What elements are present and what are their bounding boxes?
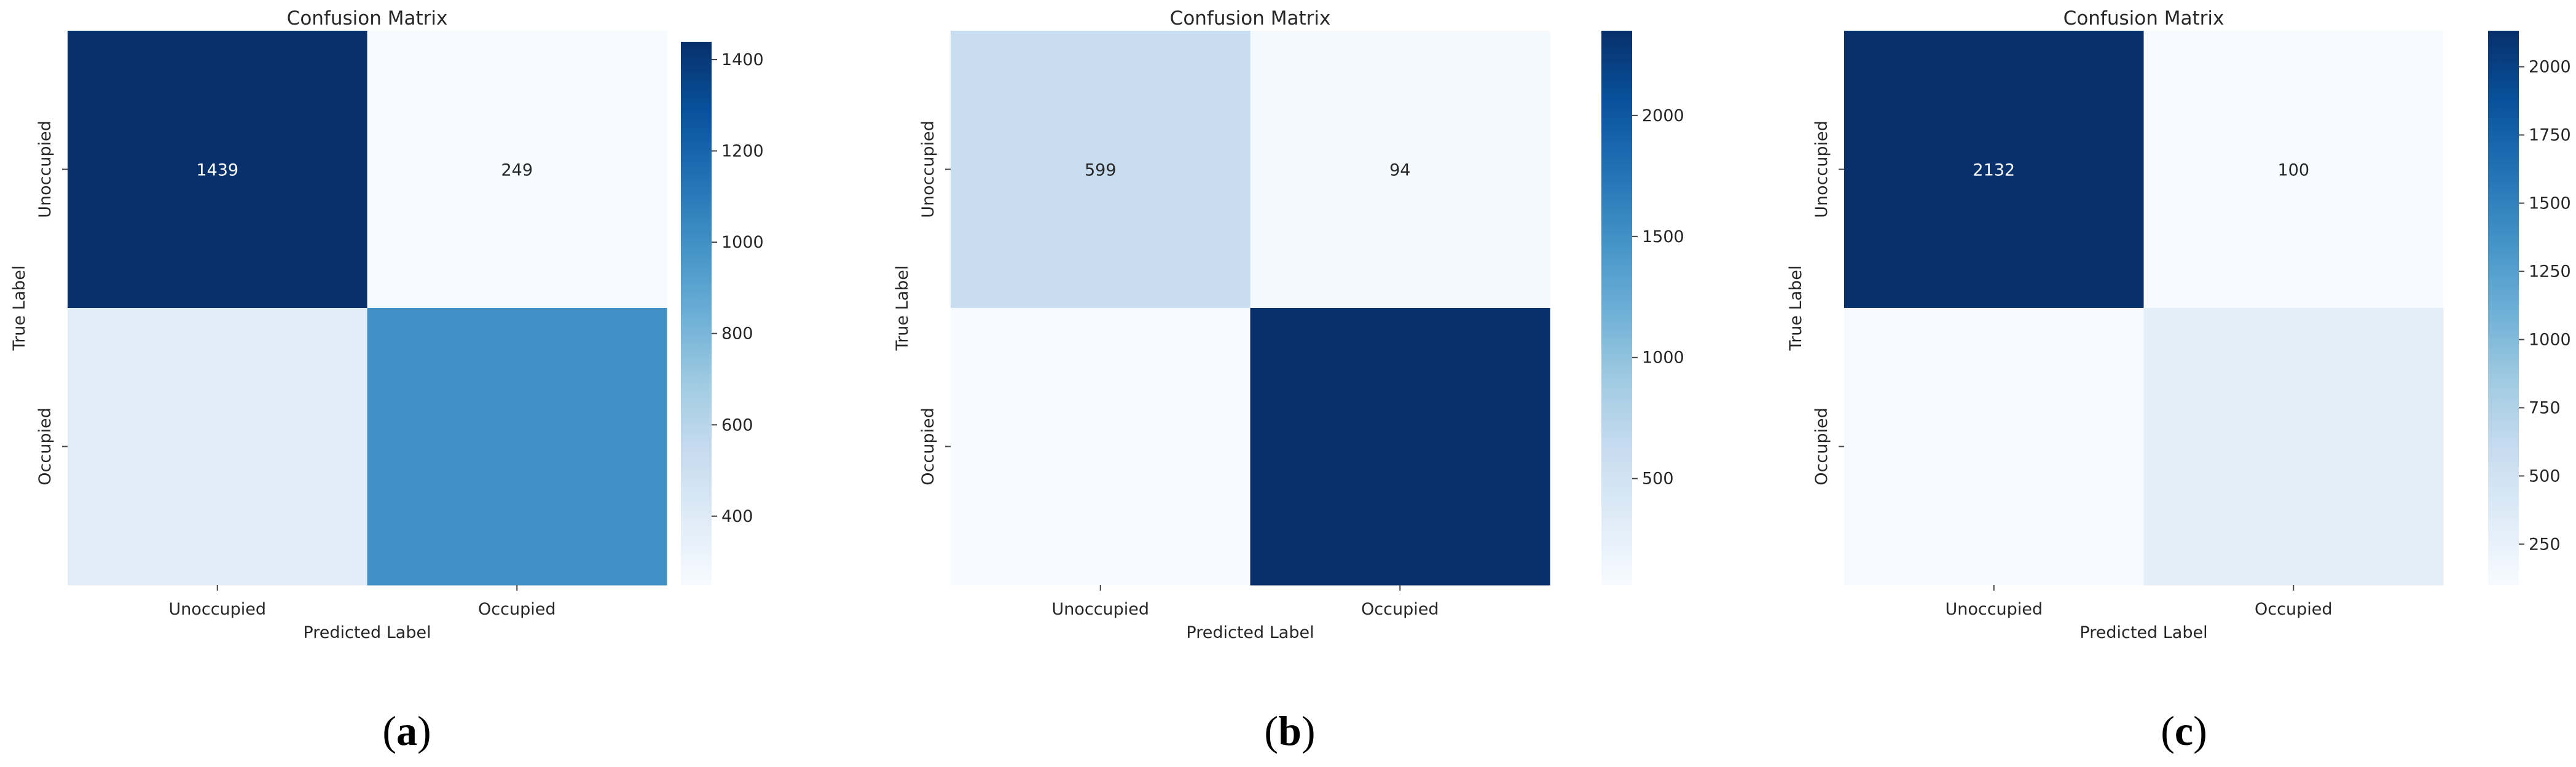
y-axis-label: True Label	[1786, 266, 1805, 352]
y-tick-label-0: Unoccupied	[1812, 120, 1831, 218]
y-tick-label-1: Occupied	[1812, 407, 1831, 485]
cell-value-label-0-0: 599	[1085, 161, 1117, 180]
colorbar-tick-label-3: 2000	[1642, 106, 1684, 125]
chart-title: Confusion Matrix	[287, 7, 448, 30]
colorbar	[681, 42, 712, 585]
x-axis-label: Predicted Label	[2079, 623, 2207, 642]
colorbar-tick-label-4: 1250	[2529, 262, 2571, 281]
y-axis-label: True Label	[10, 266, 29, 352]
colorbar-tick-label-0: 500	[1642, 470, 1674, 489]
caption-b: (b)	[1264, 707, 1316, 754]
heatmap-cell-1-1	[2143, 308, 2444, 586]
cell-value-label-0-1: 100	[2277, 161, 2309, 180]
colorbar-tick-label-3: 1000	[2529, 330, 2571, 349]
chart-title: Confusion Matrix	[1170, 7, 1331, 30]
cell-value-label-0-1: 94	[1389, 161, 1410, 180]
cell-value-label-0-0: 1439	[196, 161, 238, 180]
x-tick-label-0: Unoccupied	[168, 600, 266, 619]
x-tick-label-1: Occupied	[478, 600, 556, 619]
heatmap-cell-0-1	[1250, 31, 1550, 309]
caption-c: (c)	[2161, 707, 2207, 754]
heatmap-cell-1-0	[68, 308, 367, 586]
y-tick-label-1: Occupied	[36, 407, 55, 485]
heatmap-cell-0-0	[1844, 31, 2144, 309]
colorbar	[1601, 31, 1632, 585]
heatmap-cell-1-1	[367, 308, 667, 586]
colorbar-tick-label-0: 400	[721, 507, 753, 526]
colorbar-tick-label-2: 750	[2529, 398, 2561, 417]
cell-value-label-0-1: 249	[501, 161, 533, 180]
y-tick-label-0: Unoccupied	[919, 120, 938, 218]
caption-letter-b: b	[1278, 707, 1302, 754]
heatmap-cell-0-0	[68, 31, 367, 309]
confusion-matrix-panel-2: 2132 100 Confusion Matrix Unoccupied Occupie…	[1786, 7, 2571, 642]
colorbar-tick-label-1: 500	[2529, 466, 2561, 486]
colorbar-tick-label-1: 1000	[1642, 348, 1684, 368]
caption-letter-c: c	[2174, 707, 2194, 754]
colorbar-tick-label-2: 800	[721, 324, 753, 344]
heatmap-cell-1-1	[1250, 308, 1550, 586]
colorbar-tick-label-1: 600	[721, 415, 753, 435]
colorbar-tick-label-2: 1500	[1642, 227, 1684, 246]
y-axis-label: True Label	[893, 266, 912, 352]
heatmap-cell-0-0	[951, 31, 1251, 309]
confusion-matrix-panel-0: 1439 249 Confusion Matrix Unoccupied Occupie…	[10, 7, 764, 642]
heatmap-cell-0-1	[367, 31, 667, 309]
colorbar-tick-label-3: 1000	[721, 233, 764, 252]
colorbar-tick-label-5: 1400	[721, 50, 764, 69]
caption-a: (a)	[382, 707, 431, 754]
x-axis-label: Predicted Label	[303, 623, 431, 642]
x-tick-label-0: Unoccupied	[1051, 600, 1149, 619]
colorbar-tick-label-0: 250	[2529, 535, 2561, 554]
colorbar-tick-label-6: 1750	[2529, 126, 2571, 145]
colorbar-tick-label-5: 1500	[2529, 194, 2571, 213]
x-tick-label-1: Occupied	[1361, 600, 1439, 619]
y-tick-label-0: Unoccupied	[36, 120, 55, 218]
x-axis-label: Predicted Label	[1186, 623, 1314, 642]
heatmap-cell-0-1	[2143, 31, 2444, 309]
heatmap-cell-1-0	[951, 308, 1251, 586]
colorbar	[2488, 31, 2519, 585]
colorbar-tick-label-7: 2000	[2529, 58, 2571, 77]
chart-title: Confusion Matrix	[2064, 7, 2225, 30]
x-tick-label-0: Unoccupied	[1945, 600, 2043, 619]
x-tick-label-1: Occupied	[2255, 600, 2332, 619]
y-tick-label-1: Occupied	[919, 407, 938, 485]
colorbar-tick-label-4: 1200	[721, 142, 764, 161]
heatmap-cell-1-0	[1844, 308, 2144, 586]
confusion-matrix-panel-1: 599 94 Confusion Matrix Unoccupied Occupied P…	[893, 7, 1684, 642]
caption-letter-a: a	[396, 707, 417, 754]
cell-value-label-0-0: 2132	[1973, 161, 2015, 180]
